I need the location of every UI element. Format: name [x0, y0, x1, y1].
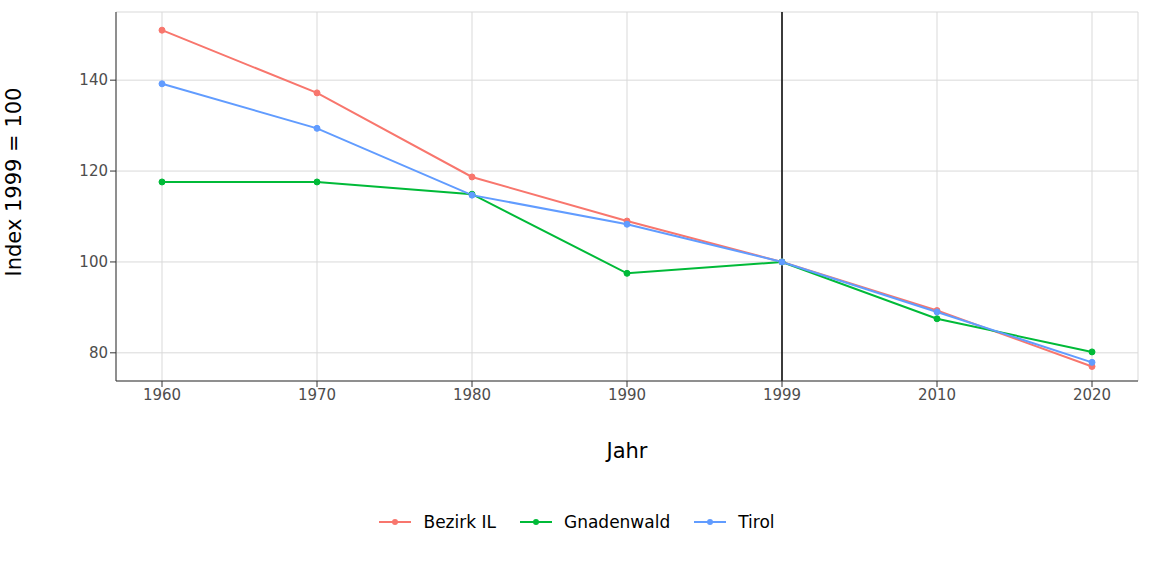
svg-text:Index 1999 = 100: Index 1999 = 100 — [8, 88, 26, 277]
svg-text:1990: 1990 — [608, 386, 646, 404]
svg-text:1970: 1970 — [298, 386, 336, 404]
html-text:Gnadenwald: Gnadenwald — [564, 512, 671, 532]
svg-text:140: 140 — [79, 71, 108, 89]
html-text:Tirol: Tirol — [738, 512, 775, 532]
svg-text:80: 80 — [89, 344, 108, 362]
html-text:Bezirk IL: Bezirk IL — [423, 512, 496, 532]
svg-text:1960: 1960 — [143, 386, 181, 404]
svg-text:2020: 2020 — [1073, 386, 1111, 404]
svg-text:100: 100 — [79, 253, 108, 271]
svg-text:2010: 2010 — [918, 386, 956, 404]
svg-text:1980: 1980 — [453, 386, 491, 404]
svg-text:120: 120 — [79, 162, 108, 180]
svg-text:Jahr: Jahr — [604, 439, 647, 463]
svg-text:1999: 1999 — [763, 386, 801, 404]
